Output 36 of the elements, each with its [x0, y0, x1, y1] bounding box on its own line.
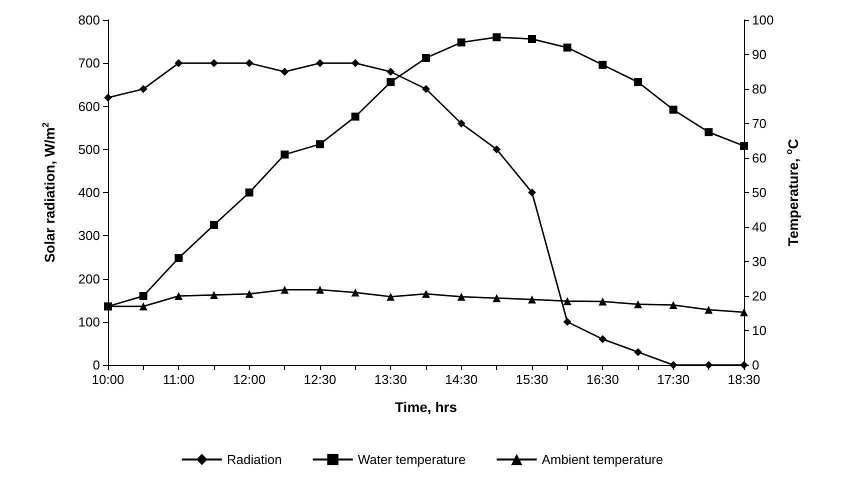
x-tick-label: 14:30: [445, 372, 478, 387]
y2-tick-label: 0: [752, 358, 760, 372]
y2-tick-label: 100: [752, 12, 774, 28]
x-tick-label: 17:30: [657, 372, 690, 387]
x-tick-label: 18:30: [728, 372, 760, 387]
legend-label: Water temperature: [358, 452, 466, 467]
legend-label: Radiation: [226, 452, 282, 467]
x-tick-label: 12:30: [304, 372, 336, 387]
y2-tick-label: 40: [752, 220, 766, 234]
y2-tick-label: 50: [752, 185, 766, 200]
x-tick-label: 15:30: [516, 372, 548, 387]
y-tick-label: 0: [92, 358, 100, 372]
y2-tick-label: 90: [752, 47, 766, 62]
y-tick-label: 300: [78, 228, 100, 244]
x-tick-label: 11:00: [162, 372, 194, 387]
y-axis-title: Solar radiation, W/m2: [40, 122, 58, 263]
x-tick-label: 12:00: [233, 372, 266, 387]
y-tick-label: 200: [78, 271, 100, 286]
y-tick-label: 100: [78, 314, 100, 330]
y2-tick-label: 80: [752, 82, 766, 96]
y2-axis-title: Temperature, oC: [784, 138, 802, 246]
y-tick-label: 600: [78, 98, 100, 114]
y2-tick-label: 70: [752, 116, 766, 131]
x-tick-label: 13:30: [374, 372, 407, 387]
y2-tick-label: 20: [752, 288, 766, 304]
y-tick-label: 700: [78, 56, 100, 71]
y-tick-label: 500: [78, 142, 100, 157]
legend-label: Ambient temperature: [542, 452, 664, 467]
y-tick-label: 400: [78, 185, 100, 200]
y2-tick-label: 60: [752, 150, 766, 166]
x-tick-label: 16:30: [586, 372, 619, 387]
y-tick-label: 800: [78, 12, 100, 28]
x-axis-title: Time, hrs: [395, 399, 458, 415]
x-tick-label: 10:00: [92, 372, 124, 387]
y2-tick-label: 30: [752, 254, 766, 269]
y2-tick-label: 10: [752, 323, 766, 338]
